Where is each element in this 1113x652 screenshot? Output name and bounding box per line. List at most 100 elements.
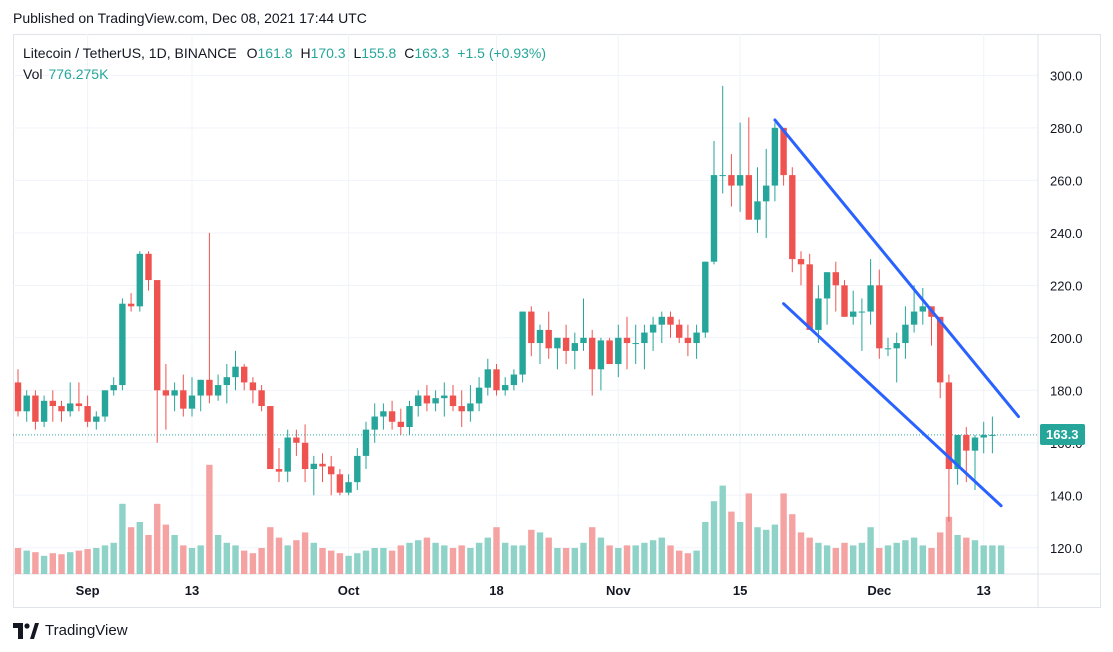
candle-body <box>249 382 257 391</box>
candle-body <box>293 437 300 443</box>
low-label: L <box>353 45 362 61</box>
candle-body <box>676 324 683 338</box>
symbol-label: Litecoin / TetherUS, 1D, BINANCE <box>23 45 237 61</box>
candle-body <box>371 416 378 430</box>
last-price-badge: 163.3 <box>1040 423 1085 445</box>
candle-body <box>162 390 170 396</box>
volume-bar <box>127 527 135 574</box>
candle-body <box>119 303 126 386</box>
candle-body <box>937 316 944 383</box>
brand-logo: TradingView <box>13 622 128 639</box>
candle-body <box>562 337 570 351</box>
close-value: 163.3 <box>414 45 450 61</box>
volume-bar <box>945 516 953 574</box>
volume-bar <box>736 522 744 574</box>
candle-body <box>876 285 883 349</box>
candle-body <box>597 340 605 370</box>
volume-bar <box>49 553 56 574</box>
candle-body <box>945 382 953 470</box>
volume-bar <box>267 527 274 574</box>
candle-body <box>32 395 39 422</box>
candle-body <box>632 343 639 345</box>
candle-body <box>902 324 909 344</box>
volume-bar <box>858 542 866 574</box>
volume-bar <box>319 548 326 574</box>
volume-bar <box>145 535 152 574</box>
chart-canvas[interactable]: 120.0140.0160.0180.0200.0220.0240.0260.0… <box>13 34 1101 608</box>
candle-body <box>710 175 718 262</box>
candle-body <box>641 332 648 344</box>
candle-body <box>232 366 239 378</box>
volume-label: Vol <box>23 66 43 82</box>
volume-bar <box>180 545 187 574</box>
volume-bar <box>40 555 48 574</box>
candle-body <box>397 421 404 428</box>
volume-bar <box>606 545 613 574</box>
open-label: O <box>246 45 258 61</box>
tradingview-logo-icon <box>13 622 39 639</box>
volume-bar <box>275 537 283 574</box>
volume-bar <box>797 532 805 574</box>
volume-bar <box>214 535 222 574</box>
volume-bar <box>902 540 909 574</box>
candle-body <box>667 316 674 325</box>
y-tick-label: 140.0 <box>1050 488 1083 503</box>
candle-body <box>780 127 787 176</box>
volume-bar <box>354 553 361 574</box>
volume-bar <box>580 542 587 574</box>
brand-name: TradingView <box>45 622 128 639</box>
candle-body <box>702 261 709 333</box>
volume-bar <box>676 550 683 574</box>
candle-body <box>693 332 700 344</box>
volume-bar <box>32 552 39 574</box>
volume-bar <box>745 493 752 574</box>
volume-bar <box>475 542 483 574</box>
candle-body <box>589 337 596 370</box>
candle-body <box>180 390 187 409</box>
candle-body <box>75 403 83 407</box>
volume-bar <box>58 554 65 574</box>
volume-bar <box>954 535 961 574</box>
volume-bar <box>771 524 779 574</box>
low-value: 155.8 <box>361 45 397 61</box>
candle-body <box>867 285 874 312</box>
volume-bar <box>449 548 457 574</box>
volume-bar <box>571 548 578 574</box>
candle-body <box>310 463 317 470</box>
y-tick-label: 180.0 <box>1050 383 1083 398</box>
close-label: C <box>404 45 415 61</box>
volume-bar <box>310 542 317 574</box>
volume-bar <box>328 550 335 574</box>
volume-bar <box>284 545 291 574</box>
volume-bar <box>484 537 491 574</box>
candle-body <box>806 264 813 330</box>
volume-bar <box>928 548 935 574</box>
candle-body <box>832 272 839 286</box>
candle-body <box>449 395 457 407</box>
volume-bar <box>223 542 230 574</box>
candle-body <box>223 377 230 386</box>
volume-bar <box>693 550 700 574</box>
candle-body <box>258 390 265 407</box>
volume-bar <box>519 545 526 574</box>
candle-body <box>789 175 796 260</box>
volume-bar <box>380 548 387 574</box>
y-tick-label: 260.0 <box>1050 173 1083 188</box>
candle-body <box>910 311 918 325</box>
volume-bar <box>528 529 535 574</box>
candle-body <box>14 382 22 412</box>
volume-bar <box>597 537 605 574</box>
volume-value: 776.275K <box>48 66 109 82</box>
candle-body <box>380 411 387 417</box>
volume-bar <box>154 503 161 574</box>
candle-body <box>458 406 465 412</box>
volume-bar <box>493 527 500 574</box>
candle-body <box>510 374 518 386</box>
candle-body <box>345 482 352 493</box>
volume-bar <box>832 548 839 574</box>
volume-bar <box>119 503 126 574</box>
candle-body <box>528 311 535 344</box>
candle-body <box>441 395 448 399</box>
published-text: Published on TradingView.com, Dec 08, 20… <box>13 10 367 26</box>
volume-bar <box>197 545 204 574</box>
